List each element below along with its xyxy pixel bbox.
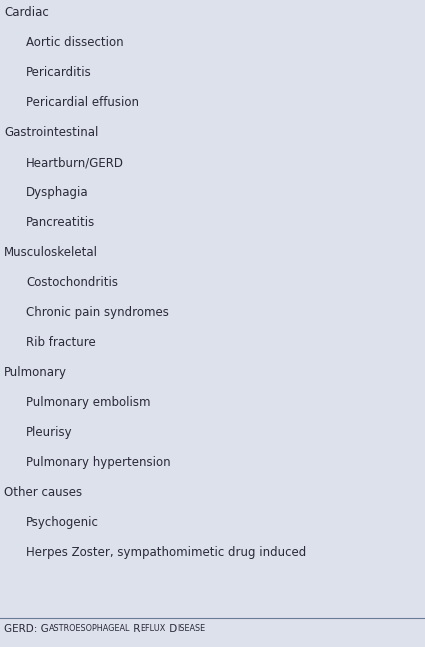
- Text: Psychogenic: Psychogenic: [26, 516, 99, 529]
- Text: Rib fracture: Rib fracture: [26, 336, 96, 349]
- Text: Musculoskeletal: Musculoskeletal: [4, 246, 98, 259]
- Text: ISEASE: ISEASE: [177, 624, 205, 633]
- Text: Pericardial effusion: Pericardial effusion: [26, 96, 139, 109]
- Text: Heartburn/GERD: Heartburn/GERD: [26, 156, 124, 169]
- Text: Cardiac: Cardiac: [4, 6, 49, 19]
- Text: D: D: [166, 624, 177, 634]
- Text: Pulmonary: Pulmonary: [4, 366, 67, 379]
- Text: Pericarditis: Pericarditis: [26, 66, 92, 79]
- Text: R: R: [130, 624, 141, 634]
- Text: GERD: G: GERD: G: [4, 624, 49, 634]
- Text: Gastrointestinal: Gastrointestinal: [4, 126, 98, 139]
- Text: Costochondritis: Costochondritis: [26, 276, 118, 289]
- Text: Pancreatitis: Pancreatitis: [26, 216, 95, 229]
- Text: Chronic pain syndromes: Chronic pain syndromes: [26, 306, 169, 319]
- Text: EFLUX: EFLUX: [141, 624, 166, 633]
- Text: Pulmonary embolism: Pulmonary embolism: [26, 396, 150, 409]
- Text: Other causes: Other causes: [4, 486, 82, 499]
- Text: Aortic dissection: Aortic dissection: [26, 36, 124, 49]
- Text: Pulmonary hypertension: Pulmonary hypertension: [26, 456, 170, 469]
- Text: Herpes Zoster, sympathomimetic drug induced: Herpes Zoster, sympathomimetic drug indu…: [26, 546, 306, 559]
- Text: Pleurisy: Pleurisy: [26, 426, 73, 439]
- Text: ASTROESOPHAGEAL: ASTROESOPHAGEAL: [49, 624, 130, 633]
- Text: Dysphagia: Dysphagia: [26, 186, 89, 199]
